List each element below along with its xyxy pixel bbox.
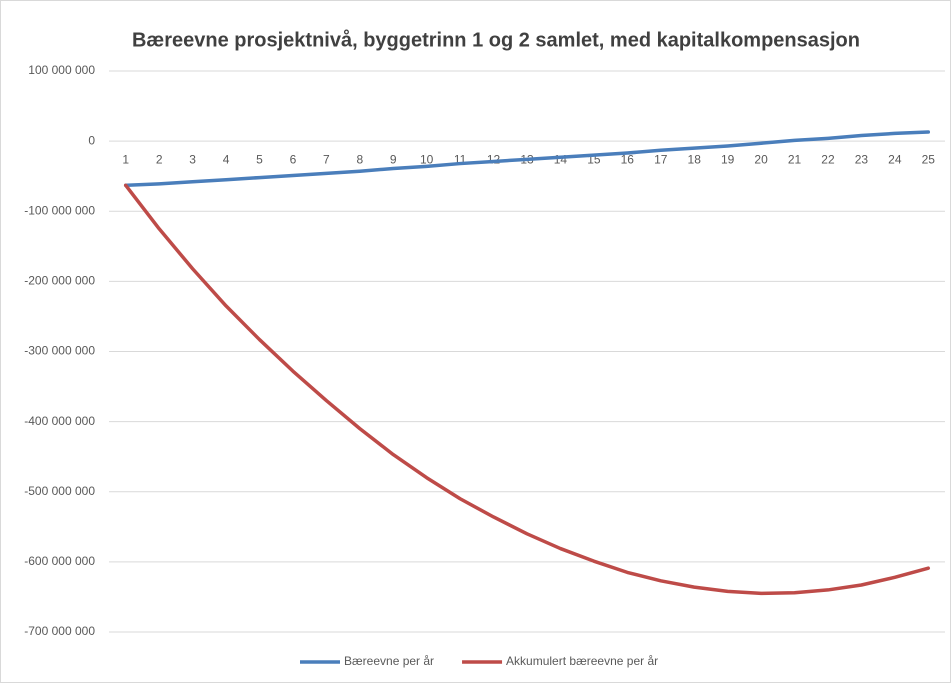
x-tick-label: 18	[688, 152, 702, 166]
y-tick-label: -700 000 000	[24, 624, 95, 638]
x-tick-label: 1	[122, 152, 129, 166]
x-tick-label: 7	[323, 152, 330, 166]
x-tick-label: 9	[390, 152, 397, 166]
y-tick-label: 100 000 000	[28, 63, 95, 77]
legend-label: Bæreevne per år	[344, 654, 434, 668]
x-tick-label: 21	[788, 152, 802, 166]
x-tick-label: 23	[855, 152, 869, 166]
x-tick-label: 22	[821, 152, 835, 166]
chart-title: Bæreevne prosjektnivå, byggetrinn 1 og 2…	[132, 28, 860, 51]
x-tick-label: 20	[754, 152, 768, 166]
y-tick-label: -600 000 000	[24, 554, 95, 568]
x-tick-label: 3	[189, 152, 196, 166]
x-tick-label: 8	[356, 152, 363, 166]
y-tick-label: -500 000 000	[24, 484, 95, 498]
line-series	[123, 183, 931, 596]
x-tick-label: 10	[420, 152, 434, 166]
legend-label: Akkumulert bæreevne per år	[506, 654, 658, 668]
y-tick-label: 0	[88, 133, 95, 147]
y-tick-label: -400 000 000	[24, 414, 95, 428]
y-tick-label: -100 000 000	[24, 203, 95, 217]
x-tick-label: 4	[223, 152, 230, 166]
x-tick-label: 5	[256, 152, 263, 166]
x-tick-label: 2	[156, 152, 163, 166]
x-tick-label: 25	[922, 152, 936, 166]
x-tick-label: 12	[487, 152, 501, 166]
x-tick-label: 6	[290, 152, 297, 166]
x-tick-label: 24	[888, 152, 902, 166]
line-series	[123, 130, 931, 188]
x-tick-label: 17	[654, 152, 668, 166]
y-tick-label: -200 000 000	[24, 274, 95, 288]
x-tick-label: 16	[621, 152, 635, 166]
y-tick-label: -300 000 000	[24, 344, 95, 358]
x-tick-label: 19	[721, 152, 735, 166]
